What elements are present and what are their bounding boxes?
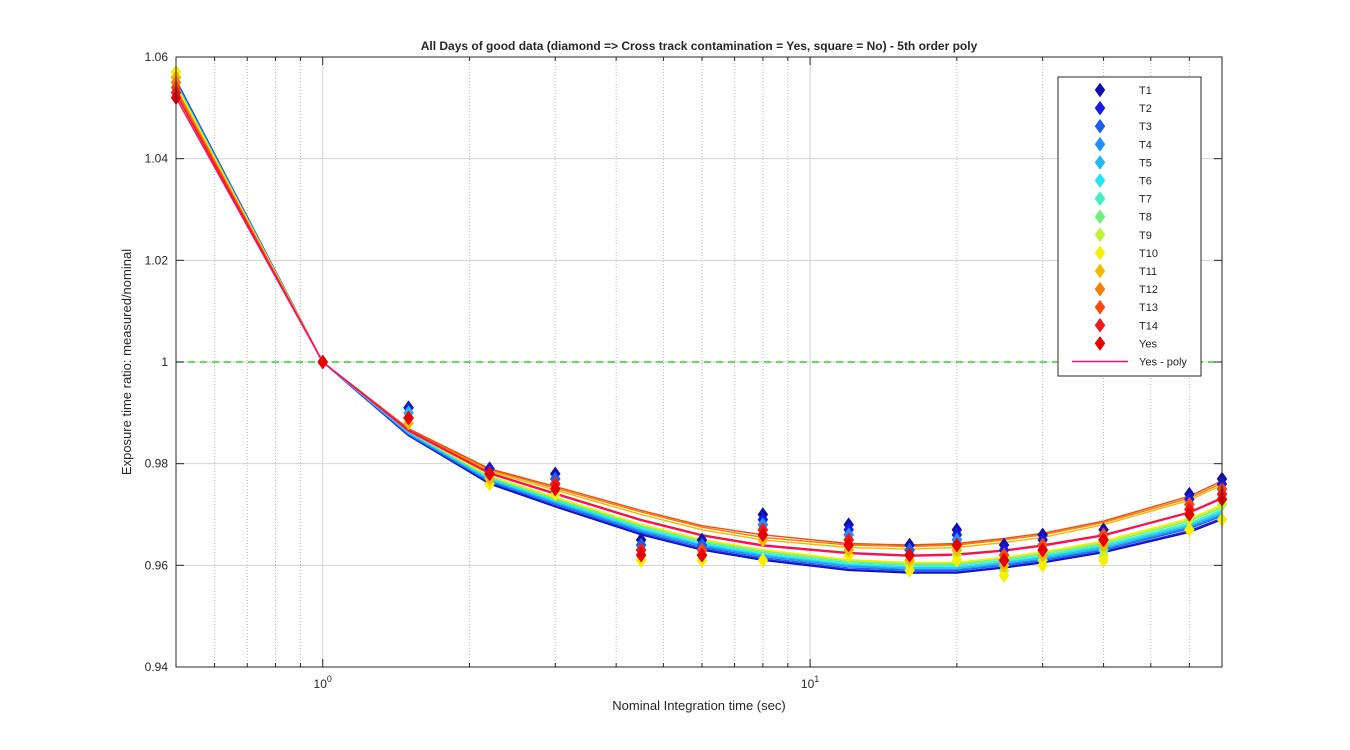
marker-yes <box>1184 507 1195 522</box>
y-tick-label: 1 <box>161 355 168 369</box>
marker-t10 <box>904 562 915 578</box>
legend-label-t9: T9 <box>1139 230 1152 242</box>
legend-label-t11: T11 <box>1139 266 1157 278</box>
legend-marker-t10 <box>1094 245 1106 261</box>
poly-line-t2 <box>175 79 1223 573</box>
legend-marker-t2 <box>1094 100 1106 116</box>
legend-marker-t9 <box>1094 227 1106 243</box>
legend-label-t4: T4 <box>1139 139 1152 151</box>
marker-t10 <box>1184 522 1195 538</box>
poly-line-t13 <box>175 90 1223 546</box>
marker-yes <box>1037 542 1048 558</box>
marker-yes <box>635 547 647 563</box>
marker-yes <box>317 354 329 370</box>
legend-marker-t5 <box>1094 154 1106 170</box>
legend-label-t3: T3 <box>1139 121 1152 133</box>
marker-yes <box>757 527 769 543</box>
y-tick-label: 1.06 <box>145 50 169 64</box>
legend-marker-t4 <box>1094 136 1106 152</box>
legend: T1 T2 T3 T4 T5 T6 T7 T8 T9 T10 T11 T12 T13 T14 Yes Yes … <box>1057 76 1202 377</box>
legend-marker-t13 <box>1094 299 1106 315</box>
marker-t10 <box>998 568 1010 583</box>
marker-yes <box>549 481 561 497</box>
legend-marker-t1 <box>1094 82 1106 98</box>
data-markers <box>170 64 1228 583</box>
legend-marker-yes <box>1094 335 1106 351</box>
x-axis-label: Nominal Integration time (sec) <box>612 698 785 713</box>
marker-yes <box>1098 532 1109 548</box>
legend-marker-t12 <box>1094 281 1106 297</box>
legend-label-t2: T2 <box>1139 103 1152 115</box>
y-tick-labels: 0.94 0.96 0.98 1 1.02 1.04 1.06 <box>145 50 169 674</box>
legend-marker-t3 <box>1094 118 1106 134</box>
legend-label-t7: T7 <box>1139 194 1152 206</box>
legend-marker-t14 <box>1094 317 1106 333</box>
legend-marker-t6 <box>1094 173 1106 188</box>
legend-label-t1: T1 <box>1139 85 1152 97</box>
marker-yes <box>403 410 414 426</box>
marker-yes <box>951 537 963 553</box>
marker-t10 <box>757 552 769 568</box>
marker-t10 <box>1037 557 1048 573</box>
legend-label-t8: T8 <box>1139 212 1152 224</box>
marker-t10 <box>1098 552 1109 568</box>
poly-line-t10 <box>175 84 1223 563</box>
marker-yes <box>484 466 495 482</box>
legend-marker-t8 <box>1094 209 1106 225</box>
x-tick-labels: 100 101 <box>314 674 820 691</box>
legend-label-t14: T14 <box>1139 320 1158 332</box>
poly-fit-lines <box>175 79 1223 574</box>
legend-label-yes-poly: Yes - poly <box>1139 357 1187 369</box>
marker-yes <box>998 552 1010 568</box>
legend-label-t10: T10 <box>1139 248 1158 260</box>
legend-label-t6: T6 <box>1139 176 1152 188</box>
legend-marker-t7 <box>1094 191 1106 207</box>
legend-label-t5: T5 <box>1139 157 1152 169</box>
legend-label-t13: T13 <box>1139 302 1158 314</box>
y-tick-label: 0.98 <box>145 457 169 471</box>
legend-marker-t11 <box>1094 263 1106 279</box>
poly-line-t14 <box>175 93 1223 556</box>
poly-line-yes <box>175 97 1223 557</box>
y-tick-label: 0.94 <box>145 660 169 674</box>
marker-yes <box>696 547 708 563</box>
legend-box <box>1057 76 1202 377</box>
poly-line-t5 <box>175 82 1223 569</box>
legend-label-t12: T12 <box>1139 284 1158 296</box>
poly-line-t3 <box>175 80 1223 572</box>
legend-label-yes: Yes <box>1139 338 1157 350</box>
chart-title: All Days of good data (diamond => Cross … <box>421 39 978 53</box>
y-axis-label: Exposure time ratio: measured/nominal <box>119 249 134 475</box>
marker-t10 <box>951 552 963 568</box>
axis-ticks <box>176 56 1222 668</box>
marker-yes <box>843 537 855 553</box>
y-tick-label: 1.02 <box>145 253 169 267</box>
marker-yes <box>904 547 915 563</box>
y-tick-label: 1.04 <box>145 152 169 166</box>
y-tick-label: 0.96 <box>145 558 169 572</box>
